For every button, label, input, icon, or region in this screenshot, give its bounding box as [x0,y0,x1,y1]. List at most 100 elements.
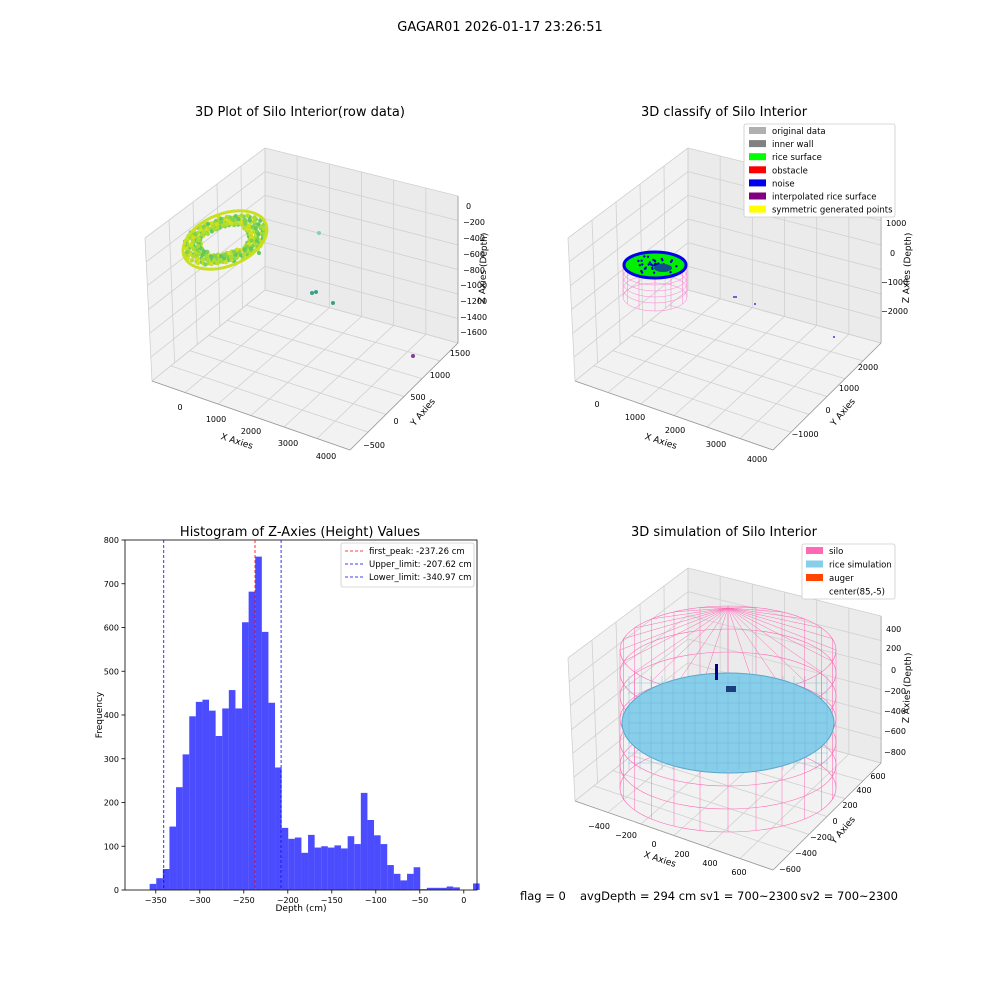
p2-ztick: −2000 [881,307,908,316]
auger [715,664,718,680]
point [233,214,238,219]
histogram-bar [341,848,348,890]
p3-legend: first_peak: -237.26 cm Upper_limit: -207.… [340,542,475,588]
point [204,254,210,259]
legend-swatch [749,205,766,213]
grid-line [607,298,721,393]
noise-point [647,263,650,266]
x-tick-label: −250 [233,896,255,905]
point [215,225,220,230]
histogram-bar [301,852,309,890]
grid-line [264,265,459,319]
noise-point [661,259,664,262]
p1-ytick: 0 [393,417,398,426]
legend-label: silo [829,547,843,557]
silo-roof-line [651,607,729,620]
noise-point [651,266,654,269]
point [205,257,210,263]
grid-line [568,171,689,263]
legend-swatch [806,547,823,554]
legend-swatch [806,560,823,568]
wire-ring [622,282,688,312]
outlier-point [331,301,335,305]
histogram-bar [334,845,342,891]
panel4-yticks: −600 −400 −200 0 200 400 600 [779,772,886,874]
panel1-yticks: −500 0 500 1000 1500 [363,349,470,450]
legend-swatch [749,166,766,174]
p2-ytick: 1000 [839,384,859,393]
status-line: flag = 0 avgDepth = 294 cm sv1 = 700~230… [520,889,898,903]
y-tick-label: 0 [114,886,119,895]
p2-ylabel: Y Axies [829,397,858,429]
point [193,231,198,237]
y-tick-label: 800 [104,536,119,545]
p1-ztick: −200 [463,218,485,227]
panel2-title: 3D classify of Silo Interior [641,105,808,120]
p3-yticks: 0 100 200 300 400 500 600 700 800 [104,536,125,895]
grid-line [687,265,882,319]
p1-ztick: −1000 [460,281,487,290]
p4-xtick: −400 [588,822,610,831]
histogram-bar [380,844,388,890]
noise-point [735,296,737,298]
point [200,257,205,262]
p2-ztick: −1000 [881,278,908,287]
p2-ytick: −1000 [791,430,818,439]
point [222,256,227,261]
point [218,220,224,225]
p4-ytick: 400 [856,786,871,795]
histogram-bar [169,826,177,890]
grid-line [574,380,774,451]
grid-line [640,307,753,405]
p2-ytick: 2000 [858,363,878,372]
histogram-bar [426,887,434,890]
p4-ztick: −400 [884,707,906,716]
point [252,219,257,224]
p1-xtick: 4000 [316,452,336,461]
panel-classify: 3D classify of Silo Interior 0 1000 2000… [567,105,914,464]
panel2-zticks: 1000 0 −1000 −2000 [881,219,908,316]
noise-point [733,296,735,298]
p1-xtick: 3000 [278,439,298,448]
point [222,252,228,257]
panel2-xticks: 0 1000 2000 3000 4000 [594,400,767,464]
grid-line [706,325,817,428]
silo-roof-line [727,607,757,609]
p1-ztick: −1600 [460,328,487,337]
grid-line [739,753,850,859]
noise-point [833,336,835,338]
silo-roof-line [727,607,805,620]
point [248,230,254,236]
noise-point [640,259,643,262]
p3-vlines [163,540,282,890]
point [229,254,234,259]
point [193,250,198,255]
point [247,218,252,223]
silo-roof-line [727,607,822,673]
point [229,257,234,263]
point [258,218,263,223]
p2-ztick: 0 [890,249,895,258]
grid-line [264,218,459,270]
p4-ytick: −600 [779,865,801,874]
p2-xtick: 1000 [625,413,645,422]
grid-line [687,218,882,270]
p1-ytick: 500 [410,393,425,402]
silo-roof-line [727,607,833,639]
histogram-bar [393,873,401,890]
p2-xlabel: X Axies [643,432,678,452]
legend-label: center(85,-5) [829,588,885,598]
point [213,254,218,259]
noise-point [669,260,673,264]
grid-line [570,615,689,706]
point [249,238,254,243]
point [238,221,244,226]
status-sv1: sv1 = 700~2300 [700,889,798,903]
p1-ztick: 0 [466,202,471,211]
p4-xtick: 600 [731,868,746,877]
point [239,213,244,218]
p4-ztick: 0 [891,666,896,675]
legend-label: interpolated rice surface [772,193,877,203]
p2-xtick: 2000 [665,426,685,435]
point [217,257,222,262]
